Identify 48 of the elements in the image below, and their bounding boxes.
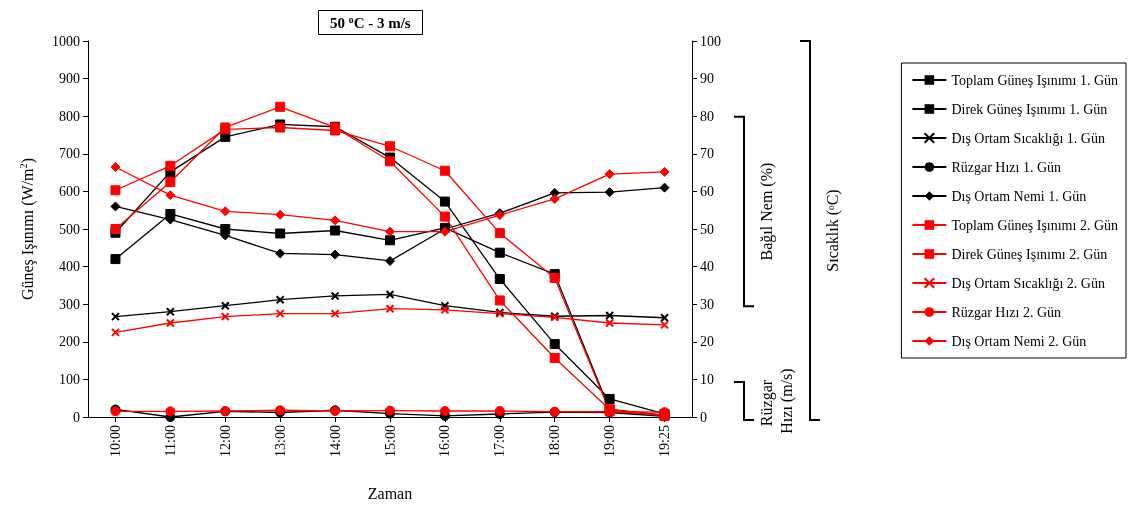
x-tick-label: 19:00 [602,425,618,457]
legend-label: Toplam Güneş Işınımı 2. Gün [951,217,1119,233]
legend-label: Rüzgar Hızı 2. Gün [951,304,1062,320]
legend-label: Dış Ortam Nemi 1. Gün [951,188,1087,204]
x-tick-label: 12:00 [217,425,233,457]
legend-label: Dış Ortam Sıcaklığı 1. Gün [951,130,1105,146]
text: Sıcaklık (ᵒC) [823,189,842,272]
y2-tick-label: 60 [700,183,714,199]
y2-tick-label: 10 [700,371,714,387]
legend-label: Dış Ortam Sıcaklığı 2. Gün [951,275,1105,291]
y-tick-label: 0 [73,409,80,425]
y-tick-label: 500 [59,221,80,237]
y2-tick-label: 100 [700,33,721,49]
legend-label: Direk Güneş Işınımı 2. Gün [951,246,1108,262]
legend-label: Dış Ortam Nemi 2. Gün [951,333,1087,349]
y-tick-label: 200 [59,334,80,350]
y-tick-label: 400 [59,259,80,275]
y-tick-label: 300 [59,296,80,312]
y-tick-label: 700 [59,146,80,162]
text: Rüzgar Hızı (m/s) [757,368,796,434]
y2-tick-label: 20 [700,334,714,350]
y-tick-label: 100 [59,371,80,387]
y2-tick-label: 90 [700,71,714,87]
x-tick-label: 14:00 [327,425,343,457]
x-tick-label: 13:00 [272,425,288,457]
y-tick-label: 800 [59,108,80,124]
y-axis-title: Güneş Işınımı (W/m2) [17,157,37,301]
x-tick-label: 19:25 [657,425,673,457]
x-axis-title: Zaman [367,484,413,502]
legend-label: Rüzgar Hızı 1. Gün [951,159,1062,175]
y2-tick-label: 80 [700,108,714,124]
y-tick-label: 900 [59,71,80,87]
x-tick-label: 10:00 [107,425,123,457]
x-tick-label: 15:00 [382,425,398,457]
y2-tick-label: 70 [700,146,714,162]
y-tick-label: 600 [59,183,80,199]
x-tick-label: 16:00 [437,425,453,457]
legend-label: Direk Güneş Işınımı 1. Gün [951,101,1108,117]
x-tick-label: 11:00 [162,425,178,457]
text: Bağıl Nem (%) [757,162,776,261]
y2-tick-label: 30 [700,296,714,312]
x-tick-label: 18:00 [547,425,563,457]
x-tick-label: 17:00 [492,425,508,457]
legend-label: Toplam Güneş Işınımı 1. Gün [951,72,1119,88]
y2-tick-label: 50 [700,221,714,237]
y2-tick-label: 40 [700,259,714,275]
y-tick-label: 1000 [52,33,80,49]
y2-tick-label: 0 [700,409,707,425]
